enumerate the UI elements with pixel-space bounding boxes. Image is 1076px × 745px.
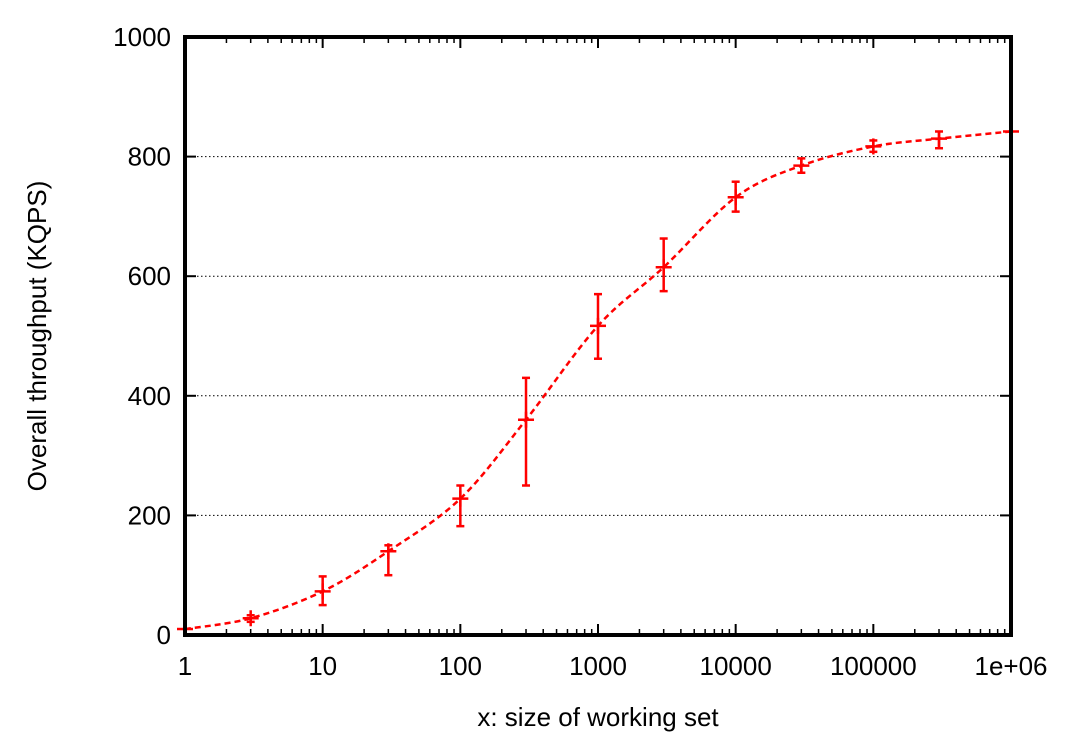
y-tick-label: 0 — [157, 620, 171, 650]
data-point-marker — [242, 610, 259, 627]
data-point-marker — [865, 138, 882, 155]
x-tick-label: 1000 — [569, 651, 627, 681]
y-tick-label: 200 — [128, 500, 171, 530]
y-tick-label: 1000 — [113, 22, 171, 52]
y-tick-label: 600 — [128, 261, 171, 291]
x-tick-labels: 1 10 100 1000 10000 100000 1e+06 — [178, 651, 1048, 681]
x-tick-label: 10000 — [700, 651, 772, 681]
x-tick-label: 1 — [178, 651, 192, 681]
x-tick-label: 10 — [308, 651, 337, 681]
data-point-marker — [727, 189, 744, 206]
grid-lines — [185, 156, 1011, 516]
y-tick-label: 800 — [128, 142, 171, 172]
series-throughput — [177, 123, 1019, 638]
x-tick-label: 1e+06 — [974, 651, 1047, 681]
data-point-marker — [793, 157, 810, 174]
x-tick-label: 100000 — [830, 651, 917, 681]
plot-frame — [183, 35, 1013, 637]
y-tick-labels: 0 200 400 600 800 1000 — [113, 22, 171, 650]
data-point-marker — [655, 259, 672, 276]
data-point-marker — [314, 583, 331, 600]
data-point-marker — [452, 490, 469, 507]
data-point-marker — [518, 411, 535, 428]
data-point-marker — [931, 130, 948, 147]
data-point-marker — [590, 317, 606, 334]
series-line — [184, 130, 1012, 631]
data-point-marker — [380, 543, 397, 560]
y-axis-title: Overall throughput (KQPS) — [22, 181, 52, 492]
x-axis-title: x: size of working set — [477, 702, 719, 732]
y-tick-label: 400 — [128, 381, 171, 411]
x-tick-label: 100 — [439, 651, 482, 681]
